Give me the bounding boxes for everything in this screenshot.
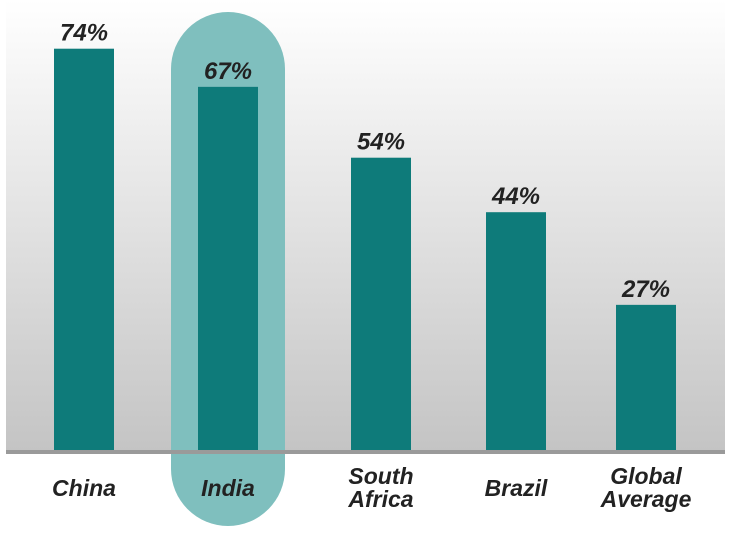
category-label-line: South xyxy=(348,463,413,489)
category-label-south-africa: South Africa xyxy=(347,463,413,512)
value-label-china: 74% xyxy=(60,20,108,47)
category-label-brazil: Brazil xyxy=(485,475,548,501)
value-label-india: 67% xyxy=(204,58,252,85)
category-label-global-average: Global Average xyxy=(600,463,692,512)
bar-brazil xyxy=(486,212,546,452)
category-label-line: Average xyxy=(600,486,692,512)
bar-china xyxy=(54,48,114,452)
value-label-brazil: 44% xyxy=(491,183,540,210)
bar-global-average xyxy=(616,304,676,452)
value-label-south-africa: 54% xyxy=(357,129,405,156)
category-label-line: Africa xyxy=(347,486,413,512)
category-label-china: China xyxy=(52,475,116,501)
category-label-line: Global xyxy=(610,463,682,489)
value-label-global-average: 27% xyxy=(621,276,670,303)
bar-south-africa xyxy=(351,157,411,452)
category-label-india: India xyxy=(201,475,255,501)
bar-india xyxy=(198,86,258,452)
